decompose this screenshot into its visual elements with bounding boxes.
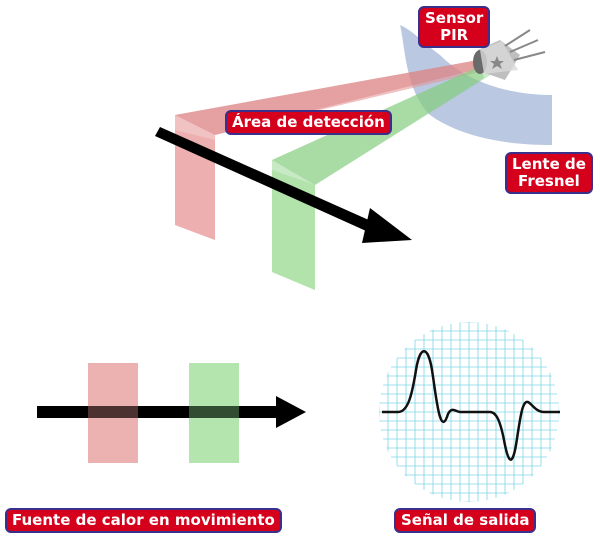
detection-area-label: Área de detección (225, 110, 392, 135)
fresnel-lens (400, 25, 552, 145)
red-zone-overlap (88, 406, 138, 418)
heat-source-label: Fuente de calor en movimiento (5, 508, 282, 533)
pir-sensor-body (473, 29, 546, 80)
sensor-pir-label: Sensor PIR (418, 6, 491, 48)
output-signal-waveform (382, 350, 560, 461)
green-zone-overlap (189, 406, 239, 418)
sensor-label-line2: PIR (440, 26, 469, 44)
red-detection-beam (175, 60, 480, 240)
sensor-label-line1: Sensor (425, 9, 484, 27)
lens-label-line1: Lente de (512, 155, 586, 173)
output-signal-label: Señal de salida (394, 508, 537, 533)
lens-label-line2: Fresnel (518, 172, 580, 190)
perspective-motion-arrow (155, 127, 412, 243)
fresnel-lens-label: Lente de Fresnel (505, 152, 593, 194)
motion-arrow-2d (37, 396, 306, 428)
